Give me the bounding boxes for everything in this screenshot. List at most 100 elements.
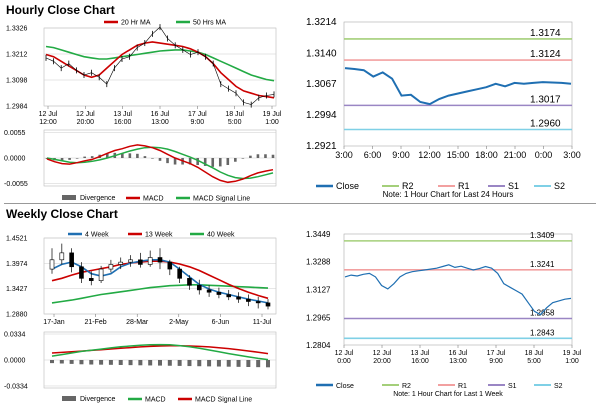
x-tick-label: 17 Jul 9:00 bbox=[487, 350, 506, 365]
divergence-bar bbox=[89, 360, 94, 365]
x-tick-label: 6:00 bbox=[364, 150, 382, 160]
legend-ma20-label: 20 Hr MA bbox=[121, 20, 151, 27]
x-tick-label: 13 Jul 16:00 bbox=[113, 111, 132, 126]
y-tick-label: 1.2984 bbox=[6, 104, 28, 111]
divergence-bar bbox=[151, 158, 154, 159]
y-tick-label: 1.2994 bbox=[306, 110, 337, 121]
x-tick-label: 28-Mar bbox=[126, 319, 149, 326]
candle-body bbox=[118, 261, 124, 265]
divergence-bar bbox=[68, 158, 71, 160]
divergence-bar bbox=[271, 154, 275, 158]
candle-body bbox=[177, 268, 182, 279]
candle-body bbox=[157, 257, 163, 263]
divergence-bar bbox=[177, 360, 182, 366]
x-tick-label: 19 Jul 1:00 bbox=[263, 111, 282, 126]
y-tick-label: 1.3288 bbox=[306, 258, 331, 267]
x-tick-label: 17 Jul 9:00 bbox=[188, 111, 207, 126]
divergence-bar bbox=[158, 360, 162, 366]
divergence-bar bbox=[75, 158, 79, 159]
legend-divergence-label: Divergence bbox=[80, 195, 116, 202]
divergence-bar bbox=[264, 154, 267, 158]
x-tick-label: 12 Jul 20:00 bbox=[373, 350, 392, 365]
y-tick-label: 1.3127 bbox=[306, 285, 331, 294]
x-tick-label: 18:00 bbox=[475, 150, 498, 160]
divergence-bar bbox=[59, 360, 64, 364]
y-tick-label: 1.3214 bbox=[306, 17, 337, 28]
divergence-bar bbox=[128, 360, 133, 366]
y-tick-label: 0.0055 bbox=[4, 130, 26, 137]
plot-frame bbox=[43, 27, 277, 107]
y-tick-label: -0.0055 bbox=[4, 181, 28, 188]
x-tick-label: 2-May bbox=[169, 319, 189, 326]
candle-body bbox=[79, 266, 84, 279]
weekly-section-title: Weekly Close Chart bbox=[6, 207, 118, 221]
divergence-bar bbox=[188, 158, 192, 165]
y-tick-label: 1.4521 bbox=[6, 236, 28, 243]
legend-macd-label: MACD bbox=[143, 196, 164, 203]
legend-divergence-label: Divergence bbox=[80, 396, 116, 403]
legend-s2-label: S2 bbox=[554, 383, 563, 390]
x-tick-label: 18 Jul 5:00 bbox=[225, 111, 244, 126]
divergence-bar bbox=[211, 158, 215, 167]
divergence-bar bbox=[167, 360, 172, 366]
divergence-bar bbox=[166, 158, 169, 164]
y-tick-label: 1.3067 bbox=[306, 79, 337, 90]
divergence-bar bbox=[173, 158, 177, 165]
legend-r1-label: R1 bbox=[458, 383, 467, 390]
divergence-bar bbox=[249, 155, 252, 158]
x-tick-label: 13 Jul 16:00 bbox=[411, 350, 430, 365]
x-tick-label: 12 Jul 20:00 bbox=[76, 111, 95, 126]
legend-close-label: Close bbox=[336, 383, 354, 390]
candle-body bbox=[236, 296, 241, 300]
level-value-r2: 1.3409 bbox=[530, 231, 555, 240]
divergence-bar bbox=[108, 360, 113, 365]
y-tick-label: 1.3326 bbox=[6, 26, 28, 33]
candle-body bbox=[196, 284, 202, 291]
divergence-bar bbox=[236, 360, 241, 367]
level-value-r1: 1.3124 bbox=[530, 49, 561, 60]
y-tick-label: -0.0334 bbox=[4, 383, 28, 390]
weekly-levels-chart: 1.3449 1.3288 1.3127 1.2965 1.2804 1.3409 1.32… bbox=[306, 230, 582, 398]
y-tick-label: 0.0334 bbox=[4, 332, 26, 339]
x-tick-label: 0:00 bbox=[535, 150, 553, 160]
hourly-section-title: Hourly Close Chart bbox=[6, 3, 115, 17]
divergence-bar bbox=[203, 158, 207, 166]
candle-body bbox=[138, 259, 143, 265]
divergence-bar bbox=[60, 158, 64, 161]
x-tick-label: 12 Jul 0:00 bbox=[335, 350, 354, 365]
candle-body bbox=[265, 302, 271, 307]
divergence-bar bbox=[218, 158, 222, 167]
y-tick-label: 1.3427 bbox=[6, 286, 28, 293]
x-tick-label: 9:00 bbox=[392, 150, 410, 160]
legend-signal-label: MACD Signal Line bbox=[195, 397, 252, 404]
y-tick-label: 0.0000 bbox=[4, 156, 26, 163]
divergence-bar bbox=[83, 156, 86, 158]
legend-ma40-label: 40 Week bbox=[207, 232, 235, 239]
x-tick-label: 21-Feb bbox=[85, 319, 107, 326]
divergence-bar bbox=[207, 360, 212, 367]
x-tick-label: 16 Jul 13:00 bbox=[151, 111, 170, 126]
candle-body bbox=[49, 259, 55, 270]
legend-s2-label: S2 bbox=[554, 181, 565, 191]
macd-line bbox=[46, 144, 274, 184]
x-tick-label: 18 Jul 5:00 bbox=[525, 350, 544, 365]
legend-signal-label: MACD Signal Line bbox=[193, 196, 250, 203]
divergence-bar bbox=[216, 360, 221, 367]
x-tick-label: 12 Jul 12:00 bbox=[39, 111, 58, 126]
divergence-bar bbox=[187, 360, 192, 367]
level-value-s1: 1.3017 bbox=[530, 94, 561, 105]
x-tick-label: 15:00 bbox=[447, 150, 470, 160]
legend-r2-label: R2 bbox=[402, 181, 414, 191]
divergence-bar bbox=[197, 360, 202, 367]
section-divider bbox=[4, 203, 596, 204]
hourly-price-chart: 1.3326 1.3212 1.3098 1.2984 12 Jul 12:00 12 Ju… bbox=[6, 20, 282, 127]
close-line bbox=[344, 264, 572, 316]
ma50-line bbox=[45, 45, 275, 82]
candle-body bbox=[167, 261, 173, 270]
candle-body bbox=[108, 264, 114, 270]
hourly-levels-chart: 1.3214 1.3140 1.3067 1.2994 1.2921 1.3174 1.31… bbox=[306, 17, 581, 199]
x-tick-label: 3:00 bbox=[563, 150, 581, 160]
price-line bbox=[45, 26, 275, 105]
divergence-bar bbox=[118, 360, 123, 365]
x-tick-label: 12:00 bbox=[418, 150, 441, 160]
